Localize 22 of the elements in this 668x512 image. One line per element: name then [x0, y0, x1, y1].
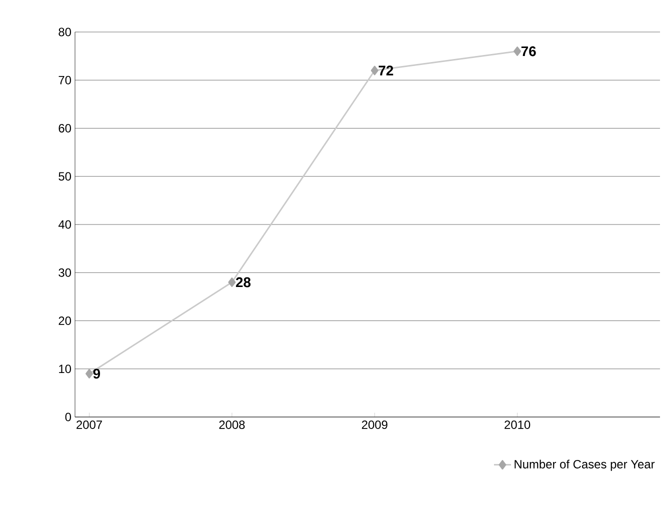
x-tick-label: 2008 [219, 420, 245, 429]
y-tick-label: 0 [65, 412, 72, 422]
y-tick-label: 20 [58, 316, 72, 325]
point [228, 278, 236, 287]
point [86, 368, 94, 378]
y-tick-label: 30 [58, 268, 72, 277]
y-tick-label: 40 [58, 220, 72, 229]
x-tick-label: 2007 [76, 420, 102, 429]
y-tick-label: 80 [58, 28, 72, 36]
y-tick-label: 70 [58, 76, 72, 84]
x-tick-label: 2009 [362, 420, 388, 429]
y-tick-label: 10 [59, 364, 72, 374]
data-label: 9 [93, 368, 100, 379]
data-label: 28 [236, 277, 251, 288]
y-tick-label: 60 [58, 124, 72, 132]
data-label: 72 [378, 66, 394, 76]
data-label: 76 [521, 46, 536, 56]
point [370, 66, 378, 76]
point [514, 46, 522, 56]
legend-label: Number of Cases per Year [514, 460, 655, 471]
x-tick-label: 2010 [504, 420, 530, 429]
y-tick-label: 50 [58, 172, 72, 181]
